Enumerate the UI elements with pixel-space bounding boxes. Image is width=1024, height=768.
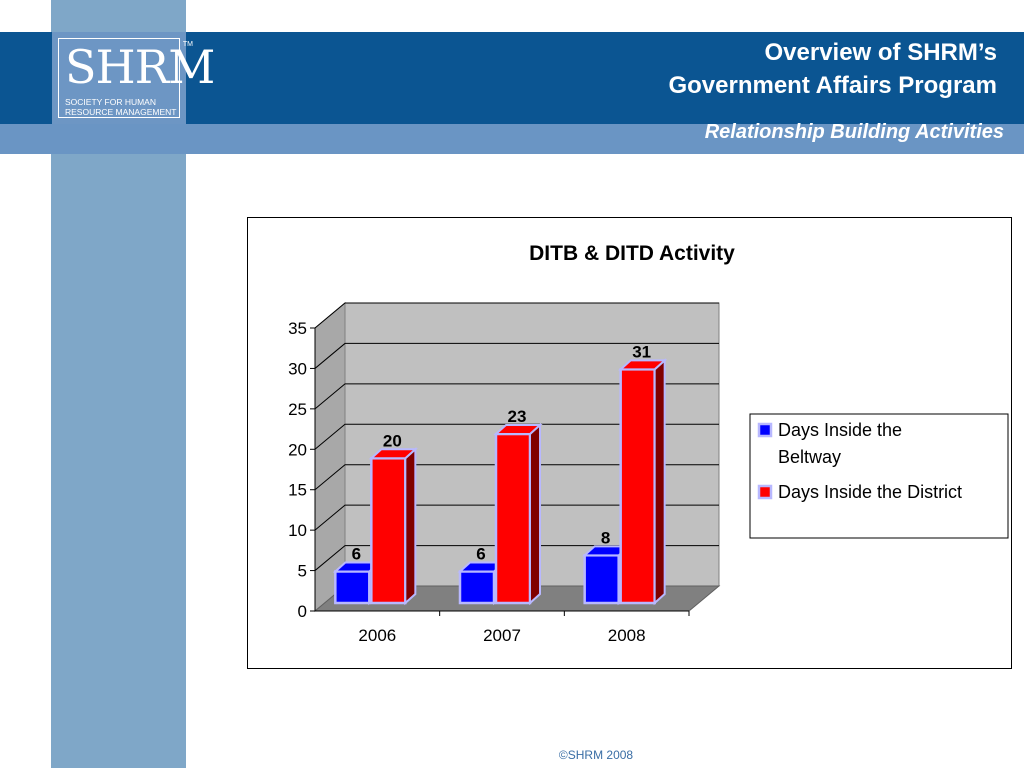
data-label: 6: [352, 544, 361, 563]
bar-district-2007: [494, 432, 532, 605]
gridline: [314, 423, 719, 450]
chart-frame: DITB & DITD Activity 0 5 10 15 20 25 30 35 2006 6 2…: [247, 217, 1012, 669]
y-tick-label: 15: [288, 481, 307, 500]
bar-beltway-2008: [583, 554, 620, 605]
gridline: [314, 302, 719, 329]
legend-swatch: [757, 422, 773, 438]
y-tick-label: 25: [288, 400, 307, 419]
x-tick-label: 2006: [358, 626, 396, 645]
bar-beltway-2007: [458, 570, 496, 605]
page-subtitle: Relationship Building Activities: [704, 121, 1004, 143]
bar-side: [404, 447, 417, 606]
y-tick-label: 20: [288, 440, 307, 459]
data-label: 6: [476, 544, 485, 563]
y-tick-label: 10: [288, 521, 307, 540]
logo-tagline-line1: SOCIETY FOR HUMAN: [65, 97, 156, 107]
page-title-line2: Government Affairs Program: [668, 72, 997, 99]
chart-side-wall: [314, 301, 346, 613]
bar-side: [653, 358, 666, 606]
gridline: [314, 383, 719, 410]
bar-chart: DITB & DITD Activity 0 5 10 15 20 25 30 35 2006 6 2…: [288, 242, 1009, 645]
legend-label: Days Inside the: [778, 420, 902, 440]
logo-trademark: TM: [182, 41, 193, 48]
legend-label: Beltway: [778, 447, 841, 467]
gridline: [314, 342, 719, 369]
data-label: 31: [632, 342, 651, 361]
legend-label: Days Inside the District: [778, 482, 962, 502]
gridline: [314, 504, 719, 531]
bar-district-2006: [370, 457, 407, 605]
data-label: 8: [601, 528, 610, 547]
logo-tagline: SOCIETY FOR HUMAN RESOURCE MANAGEMENT: [65, 97, 176, 117]
logo-wordmark: SHRM: [65, 40, 215, 94]
chart-title: DITB & DITD Activity: [529, 242, 735, 265]
shrm-logo: SHRM TM SOCIETY FOR HUMAN RESOURCE MANAG…: [52, 32, 215, 124]
logo-tagline-line2: RESOURCE MANAGEMENT: [65, 107, 177, 117]
subheader-band: [0, 124, 1024, 154]
bar-top: [493, 424, 543, 436]
legend-swatch: [757, 484, 773, 500]
data-label: 20: [383, 431, 402, 450]
data-label: 23: [508, 407, 527, 426]
y-tick-label: 30: [288, 359, 307, 378]
x-tick-label: 2008: [608, 626, 646, 645]
bar-beltway-2006: [334, 570, 371, 605]
x-tick-label: 2007: [483, 626, 521, 645]
bar-top: [618, 359, 668, 371]
bar-side: [529, 422, 541, 606]
bar-district-2008: [619, 368, 656, 605]
page-title-line1: Overview of SHRM’s: [764, 39, 997, 66]
y-tick-label: 5: [298, 562, 307, 581]
footer-copyright: ©SHRM 2008: [558, 748, 634, 762]
y-tick-label: 0: [298, 602, 307, 621]
bar-top: [368, 448, 418, 460]
page-title: Overview of SHRM’s Government Affairs Pr…: [668, 36, 997, 102]
legend-box: [749, 413, 1009, 539]
y-tick-label: 35: [288, 319, 307, 338]
gridline: [314, 464, 719, 491]
logo-frame: SHRM TM SOCIETY FOR HUMAN RESOURCE MANAG…: [58, 38, 215, 118]
